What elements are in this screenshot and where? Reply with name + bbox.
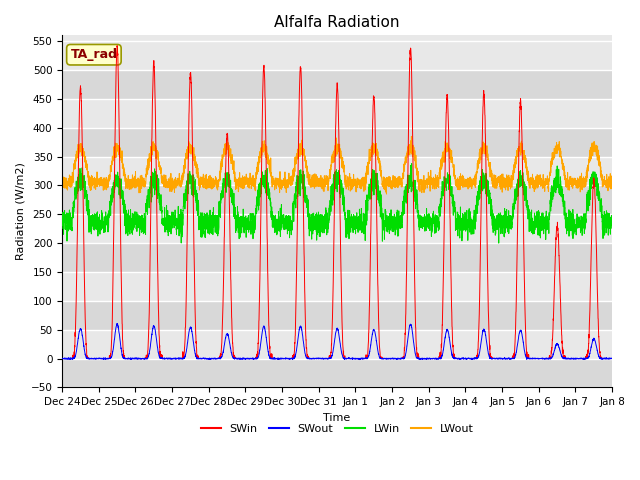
- Bar: [62, 156, 612, 185]
- Bar: [62, 41, 612, 70]
- Bar: [62, 99, 612, 128]
- Legend: SWin, SWout, LWin, LWout: SWin, SWout, LWin, LWout: [196, 420, 478, 438]
- Y-axis label: Radiation (W/m2): Radiation (W/m2): [15, 162, 25, 260]
- Title: Alfalfa Radiation: Alfalfa Radiation: [275, 15, 400, 30]
- Bar: [62, 185, 612, 214]
- Bar: [62, 301, 612, 330]
- Bar: [62, 272, 612, 301]
- X-axis label: Time: Time: [323, 413, 351, 423]
- Bar: [62, 214, 612, 243]
- Text: TA_rad: TA_rad: [70, 48, 117, 61]
- Bar: [62, 70, 612, 99]
- Bar: [62, 359, 612, 387]
- Bar: [62, 128, 612, 156]
- Bar: [62, 243, 612, 272]
- Bar: [62, 330, 612, 359]
